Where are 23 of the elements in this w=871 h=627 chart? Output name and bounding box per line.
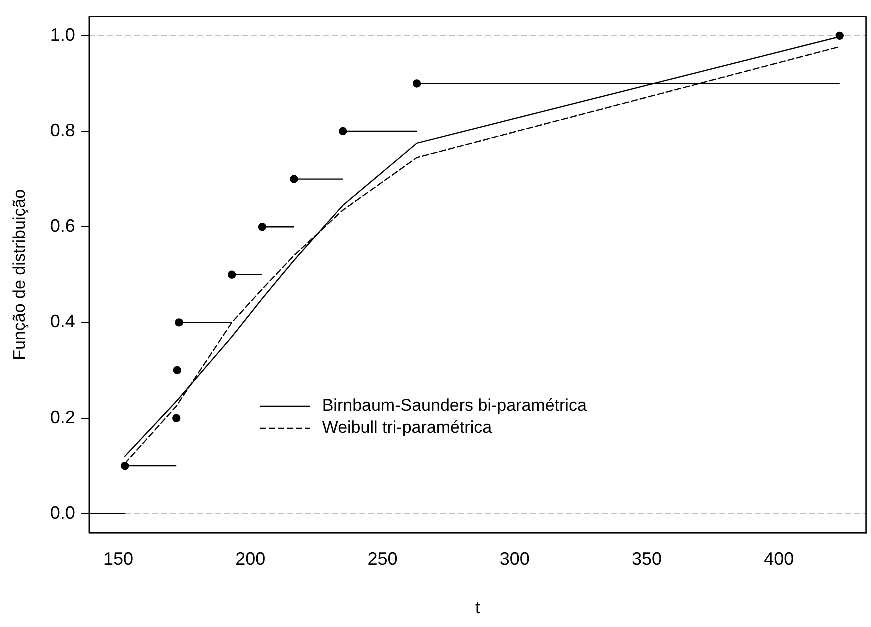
- point: [173, 366, 182, 375]
- x-tick-label: 350: [632, 548, 662, 569]
- x-tick-label: 250: [368, 548, 398, 569]
- y-tick-label: 1.0: [50, 24, 76, 45]
- x-tick-label: 300: [500, 548, 530, 569]
- x-tick-label: 400: [764, 548, 794, 569]
- x-axis-title: t: [475, 598, 480, 618]
- x-tick-label: 150: [103, 548, 134, 569]
- point: [258, 223, 267, 232]
- y-tick-label: 0.8: [50, 120, 76, 140]
- point: [228, 270, 236, 279]
- point: [836, 32, 844, 40]
- y-tick-label: 0.2: [50, 407, 76, 428]
- x-tick-label: 200: [236, 548, 266, 569]
- y-tick-label: 0.0: [50, 502, 76, 523]
- point: [338, 127, 348, 136]
- y-axis-title: Função de distribuição: [10, 189, 29, 360]
- point: [172, 414, 181, 422]
- point: [120, 462, 130, 470]
- y-tick-label: 0.6: [50, 216, 76, 236]
- y-tick-label: 0.4: [50, 312, 76, 332]
- legend-label: Weibull tri-paramétrica: [322, 418, 493, 438]
- legend-label: Birnbaum-Saunders bi-paramétrica: [322, 396, 588, 416]
